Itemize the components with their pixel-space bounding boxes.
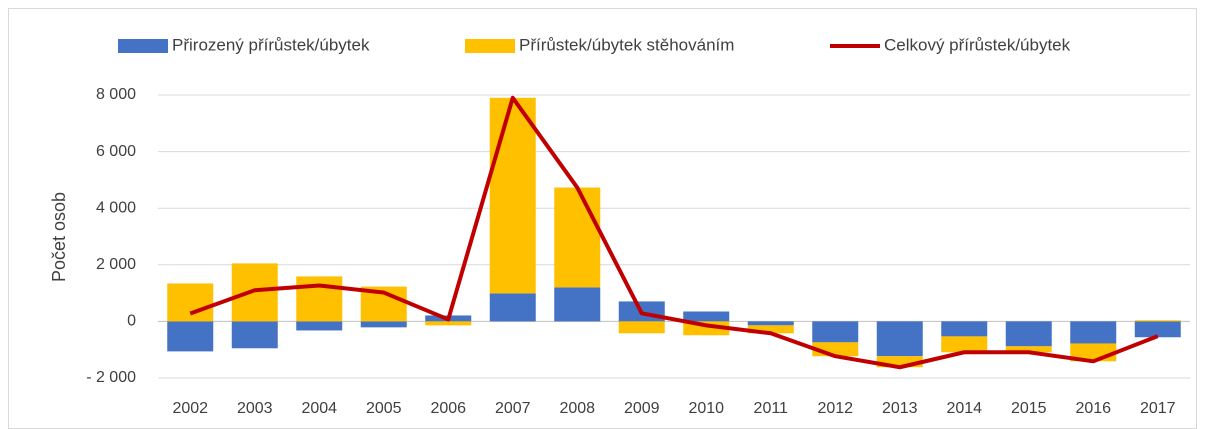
bar	[1134, 320, 1181, 322]
y-tick-label: 8 000	[96, 86, 136, 103]
x-tick-label: 2011	[754, 400, 789, 417]
bar	[296, 321, 343, 331]
x-tick-label: 2006	[430, 400, 466, 417]
bar	[618, 321, 665, 334]
chart-border	[8, 8, 1197, 429]
x-tick-label: 2009	[624, 400, 660, 417]
y-tick-label: 6 000	[96, 143, 136, 160]
y-tick-label: - 2 000	[86, 369, 136, 386]
bar	[812, 321, 859, 343]
legend-label: Přírůstek/úbytek stěhováním	[519, 35, 734, 54]
x-tick-label: 2015	[1011, 400, 1047, 417]
x-tick-label: 2002	[172, 400, 208, 417]
legend-swatch	[118, 39, 168, 53]
y-tick-label: 0	[127, 313, 136, 330]
x-tick-label: 2017	[1140, 400, 1176, 417]
x-tick-label: 2007	[495, 400, 531, 417]
bar	[1070, 321, 1117, 344]
bar	[425, 321, 472, 326]
bar	[941, 321, 988, 337]
x-tick-label: 2010	[688, 400, 724, 417]
legend-swatch	[465, 39, 515, 53]
bar	[747, 321, 794, 326]
bar	[683, 311, 730, 322]
x-tick-label: 2016	[1075, 400, 1111, 417]
x-tick-label: 2014	[946, 400, 982, 417]
bar	[167, 283, 214, 322]
bar	[747, 325, 794, 334]
line	[189, 95, 1159, 370]
x-tick-label: 2013	[882, 400, 918, 417]
bar	[1005, 321, 1052, 347]
y-axis-title: Počet osob	[49, 192, 69, 282]
legend-label: Celkový přírůstek/úbytek	[884, 35, 1071, 54]
bar	[1134, 321, 1181, 338]
bar	[554, 287, 601, 322]
x-tick-label: 2008	[559, 400, 595, 417]
y-tick-label: 4 000	[96, 199, 136, 216]
bar	[941, 336, 988, 353]
bar	[360, 321, 407, 328]
bar	[489, 97, 536, 294]
bar	[554, 187, 601, 288]
x-tick-label: 2003	[237, 400, 273, 417]
x-tick-label: 2005	[366, 400, 402, 417]
x-tick-label: 2004	[301, 400, 337, 417]
bar	[231, 321, 278, 349]
bar	[1005, 346, 1052, 353]
y-tick-label: 2 000	[96, 256, 136, 273]
bar	[876, 356, 923, 368]
bar	[167, 321, 214, 352]
bar	[489, 293, 536, 322]
x-tick-label: 2012	[817, 400, 853, 417]
bar	[296, 276, 343, 322]
legend-label: Přirozený přírůstek/úbytek	[172, 35, 370, 54]
bar	[876, 321, 923, 357]
